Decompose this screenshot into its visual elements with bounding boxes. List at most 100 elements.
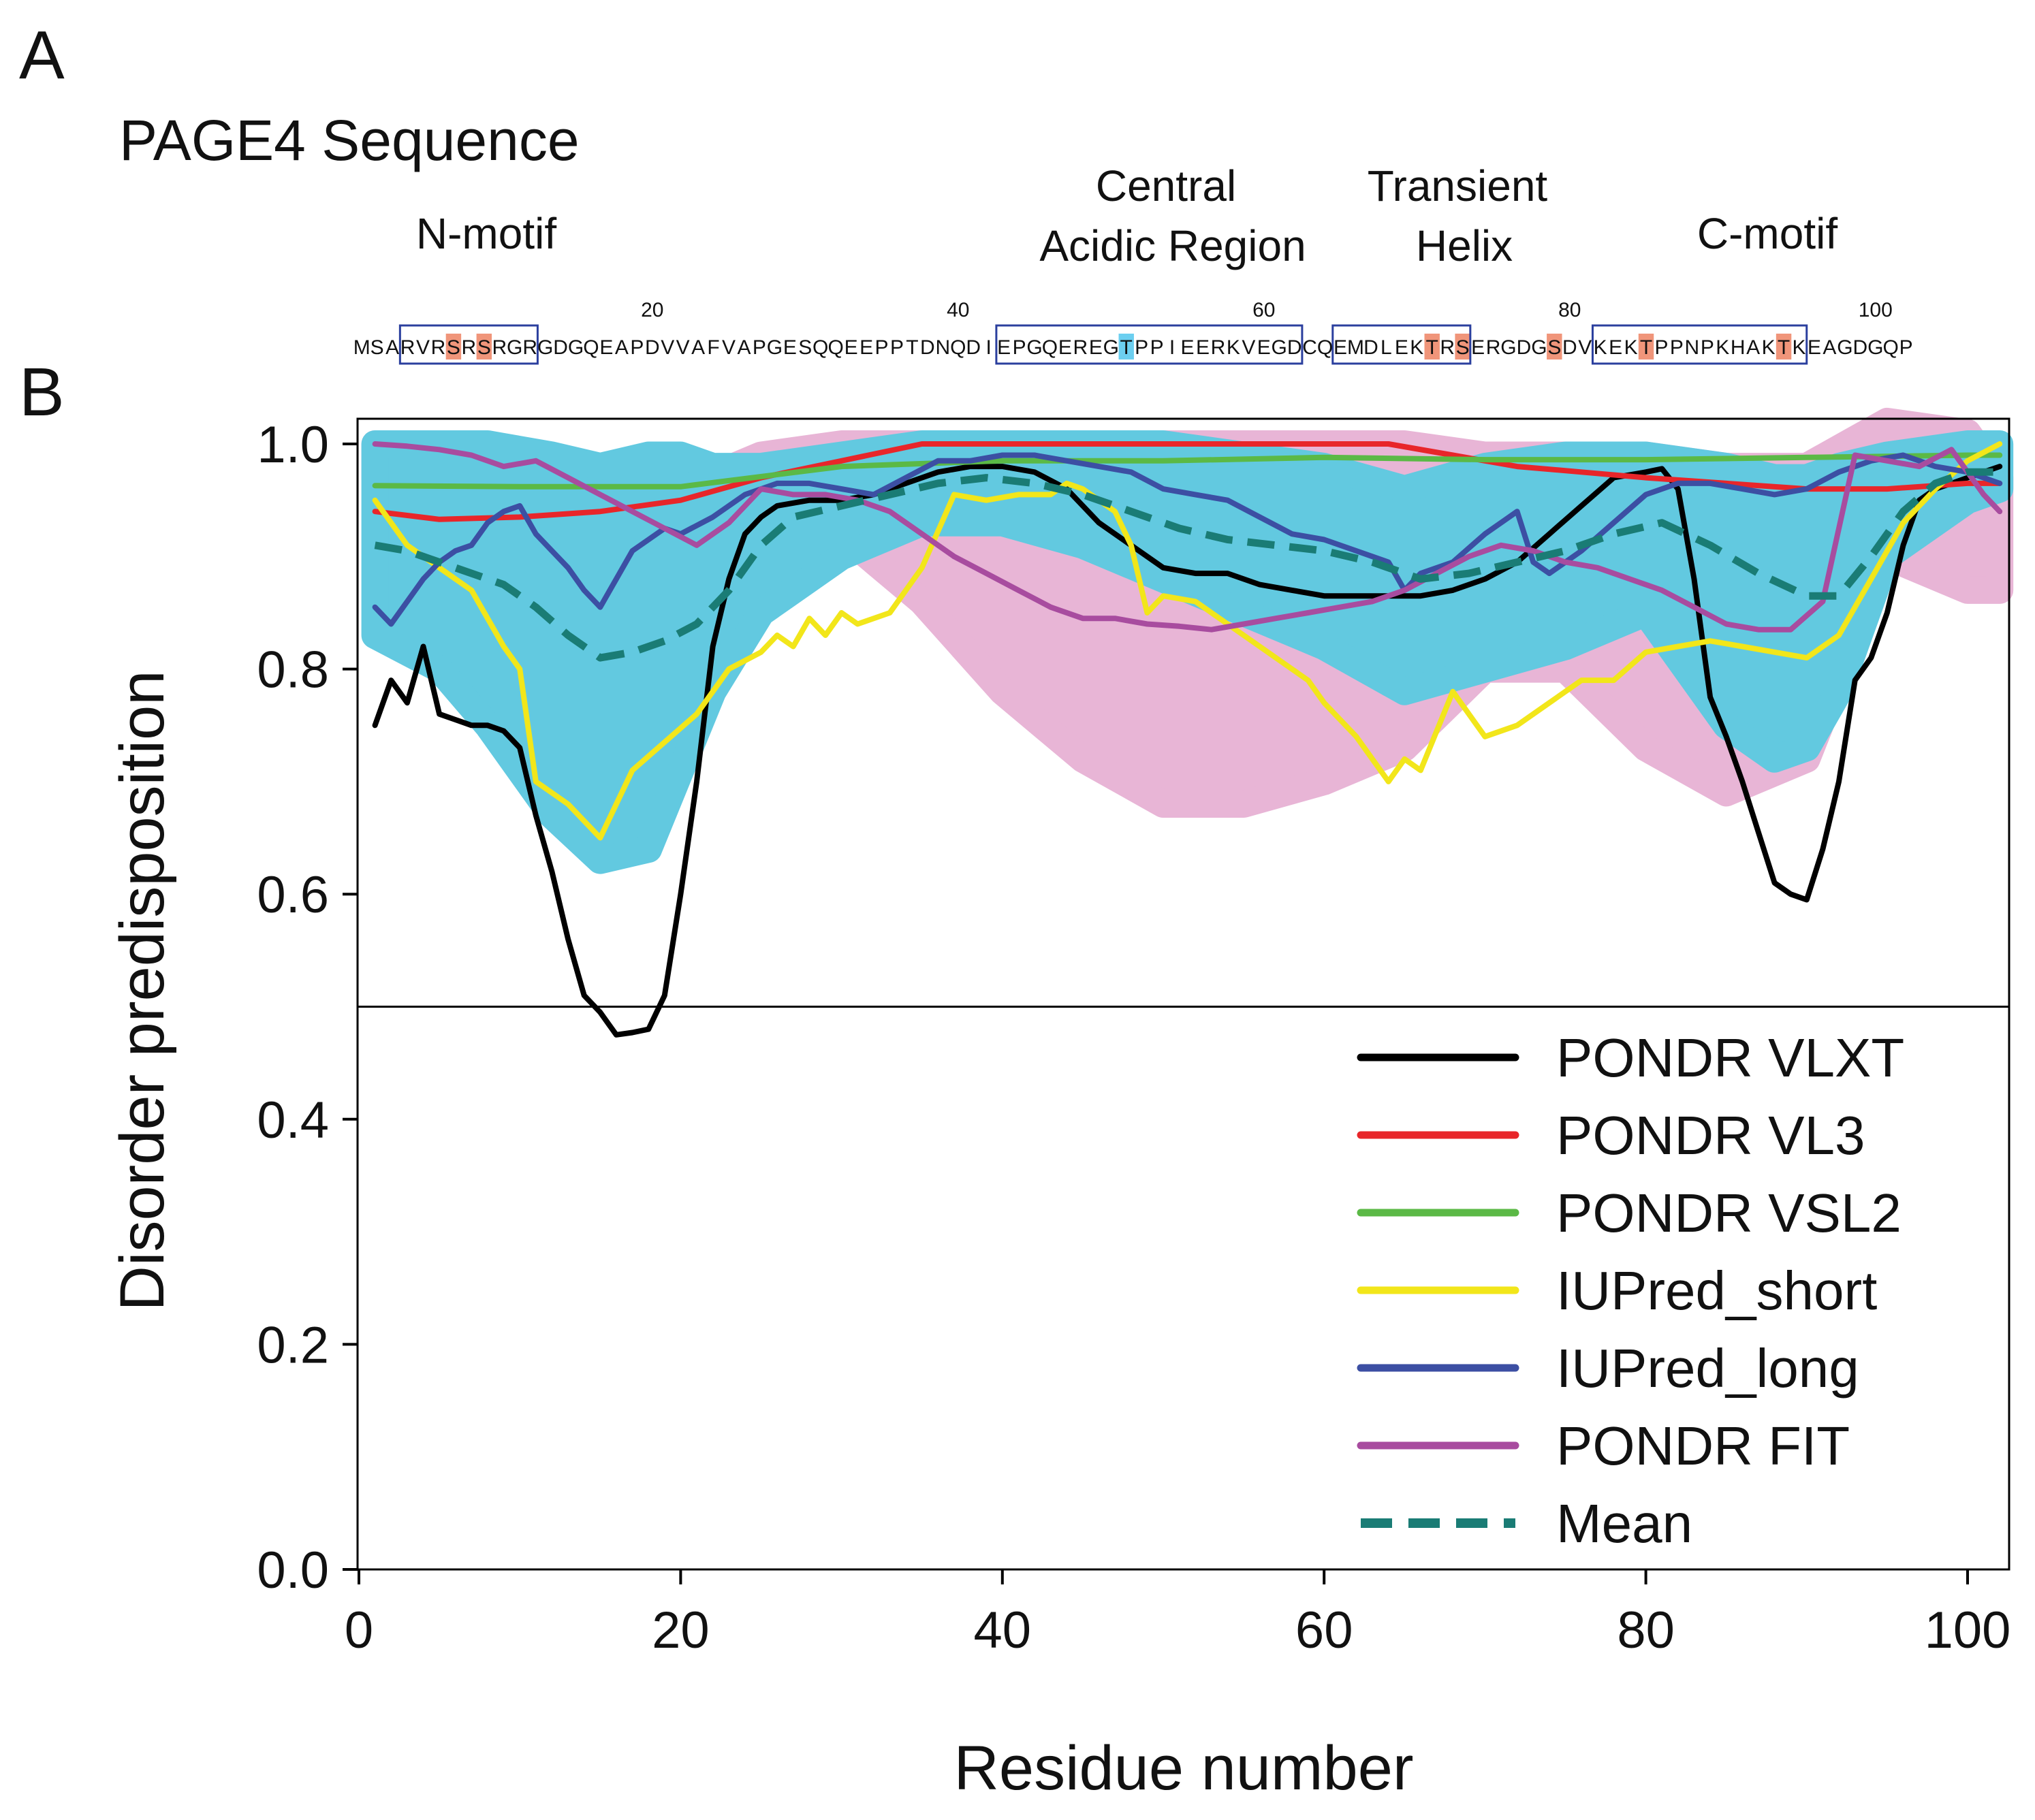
residue-letter: I bbox=[986, 336, 992, 359]
residue-letter: R bbox=[1073, 336, 1088, 359]
residue-letter: T bbox=[1426, 336, 1438, 359]
legend-label: IUPred_long bbox=[1556, 1338, 1859, 1399]
x-tick-label: 80 bbox=[1617, 1601, 1675, 1659]
y-tick-label: 0.8 bbox=[257, 641, 329, 699]
residue-letter: P bbox=[1670, 336, 1684, 359]
residue-letter: A bbox=[1823, 336, 1836, 359]
residue-letter: E bbox=[1471, 336, 1485, 359]
region-c-motif-label: C-motif bbox=[1697, 209, 1837, 258]
highlight-residue bbox=[445, 334, 462, 360]
highlight-residue bbox=[476, 334, 492, 360]
residue-letter: S bbox=[370, 336, 384, 359]
legend-label: Mean bbox=[1556, 1493, 1692, 1554]
y-tick-label: 1.0 bbox=[257, 416, 329, 474]
sequence-ticks: 20 40 60 80 100 bbox=[641, 299, 1893, 321]
residue-letter: P bbox=[1701, 336, 1714, 359]
residue-letter: Q bbox=[950, 336, 966, 359]
y-axis: 0.0 0.2 0.4 0.6 0.8 1.0 bbox=[257, 416, 358, 1599]
residue-letter: S bbox=[1547, 336, 1561, 359]
residue-letter: R bbox=[462, 336, 477, 359]
residue-letter: S bbox=[447, 336, 460, 359]
y-tick-label: 0.6 bbox=[257, 866, 329, 924]
residue-letter: A bbox=[691, 336, 705, 359]
region-n-motif-label: N-motif bbox=[416, 209, 556, 258]
residue-letter: R bbox=[1486, 336, 1501, 359]
error-band bbox=[361, 430, 2014, 874]
residue-letter: R bbox=[400, 336, 415, 359]
residue-letter: G bbox=[1103, 336, 1119, 359]
region-box bbox=[1331, 324, 1472, 365]
residue-letter: P bbox=[630, 336, 644, 359]
residue-letter: A bbox=[615, 336, 629, 359]
highlight-residue bbox=[1424, 334, 1440, 360]
region-box bbox=[1591, 324, 1808, 365]
residue-letter: V bbox=[722, 336, 736, 359]
residue-letter: G bbox=[568, 336, 584, 359]
series-lines bbox=[372, 441, 2003, 1038]
residue-letter: G bbox=[1837, 336, 1852, 359]
highlight-residue bbox=[1455, 334, 1470, 360]
residue-letter: Q bbox=[1042, 336, 1058, 359]
region-transient-line2: Helix bbox=[1416, 221, 1513, 270]
residue-letter: A bbox=[1746, 336, 1760, 359]
sequence-highlights bbox=[445, 334, 1792, 360]
residue-letter: E bbox=[1181, 336, 1195, 359]
series-line bbox=[372, 452, 2003, 490]
residue-letter: V bbox=[676, 336, 690, 359]
residue-letter: G bbox=[1531, 336, 1547, 359]
region-labels: N-motif Central Acidic Region Transient … bbox=[416, 161, 1837, 270]
x-tick-label: 0 bbox=[345, 1601, 373, 1659]
residue-letter: P bbox=[753, 336, 766, 359]
residue-letter: R bbox=[1440, 336, 1455, 359]
sequence-tick-label: 80 bbox=[1558, 299, 1581, 321]
residue-letter: A bbox=[385, 336, 399, 359]
y-axis-label: Disorder predisposition bbox=[108, 671, 177, 1311]
highlight-residue bbox=[1118, 334, 1134, 360]
series-line bbox=[372, 441, 2003, 633]
residue-letter: A bbox=[737, 336, 751, 359]
residue-letter: T bbox=[1640, 336, 1652, 359]
residue-letter: Q bbox=[828, 336, 844, 359]
sequence-title: PAGE4 Sequence bbox=[119, 108, 580, 172]
residue-letter: R bbox=[522, 336, 537, 359]
residue-letter: G bbox=[507, 336, 522, 359]
series-line bbox=[372, 441, 2003, 522]
region-central-line2: Acidic Region bbox=[1039, 221, 1306, 270]
legend-label: PONDR VSL2 bbox=[1556, 1183, 1902, 1243]
residue-letter: K bbox=[1624, 336, 1638, 359]
residue-letter: D bbox=[1852, 336, 1867, 359]
residue-letter: E bbox=[1196, 336, 1210, 359]
residue-letter: P bbox=[875, 336, 889, 359]
residue-letter: K bbox=[1793, 336, 1806, 359]
residue-letter: E bbox=[1089, 336, 1103, 359]
residue-letter: V bbox=[1578, 336, 1592, 359]
highlight-residue bbox=[1776, 334, 1792, 360]
residue-letter: E bbox=[1334, 336, 1347, 359]
legend-label: PONDR FIT bbox=[1556, 1416, 1850, 1476]
residue-letter: M bbox=[353, 336, 370, 359]
residue-letter: D bbox=[1287, 336, 1302, 359]
x-tick-label: 60 bbox=[1295, 1601, 1353, 1659]
y-tick-label: 0.2 bbox=[257, 1316, 329, 1374]
sequence-tick-label: 100 bbox=[1859, 299, 1893, 321]
residue-letter: E bbox=[845, 336, 858, 359]
x-tick-label: 100 bbox=[1925, 1601, 2011, 1659]
sequence-region-boxes bbox=[398, 324, 1808, 365]
residue-letter: E bbox=[599, 336, 613, 359]
y-tick-label: 0.0 bbox=[257, 1542, 329, 1599]
residue-letter: V bbox=[416, 336, 430, 359]
residue-letter: S bbox=[477, 336, 491, 359]
residue-letter: Q bbox=[1883, 336, 1899, 359]
residue-letter: D bbox=[645, 336, 660, 359]
residue-letter: S bbox=[798, 336, 812, 359]
residue-letter: D bbox=[966, 336, 981, 359]
residue-letter: P bbox=[1135, 336, 1148, 359]
residue-letter: Q bbox=[1317, 336, 1333, 359]
x-axis-label: Residue number bbox=[953, 1734, 1413, 1803]
panel-a-label: A bbox=[19, 17, 65, 93]
highlight-residue bbox=[1638, 334, 1654, 360]
residue-letter: P bbox=[1013, 336, 1026, 359]
residue-letter: H bbox=[1731, 336, 1746, 359]
residue-letter: K bbox=[1716, 336, 1729, 359]
